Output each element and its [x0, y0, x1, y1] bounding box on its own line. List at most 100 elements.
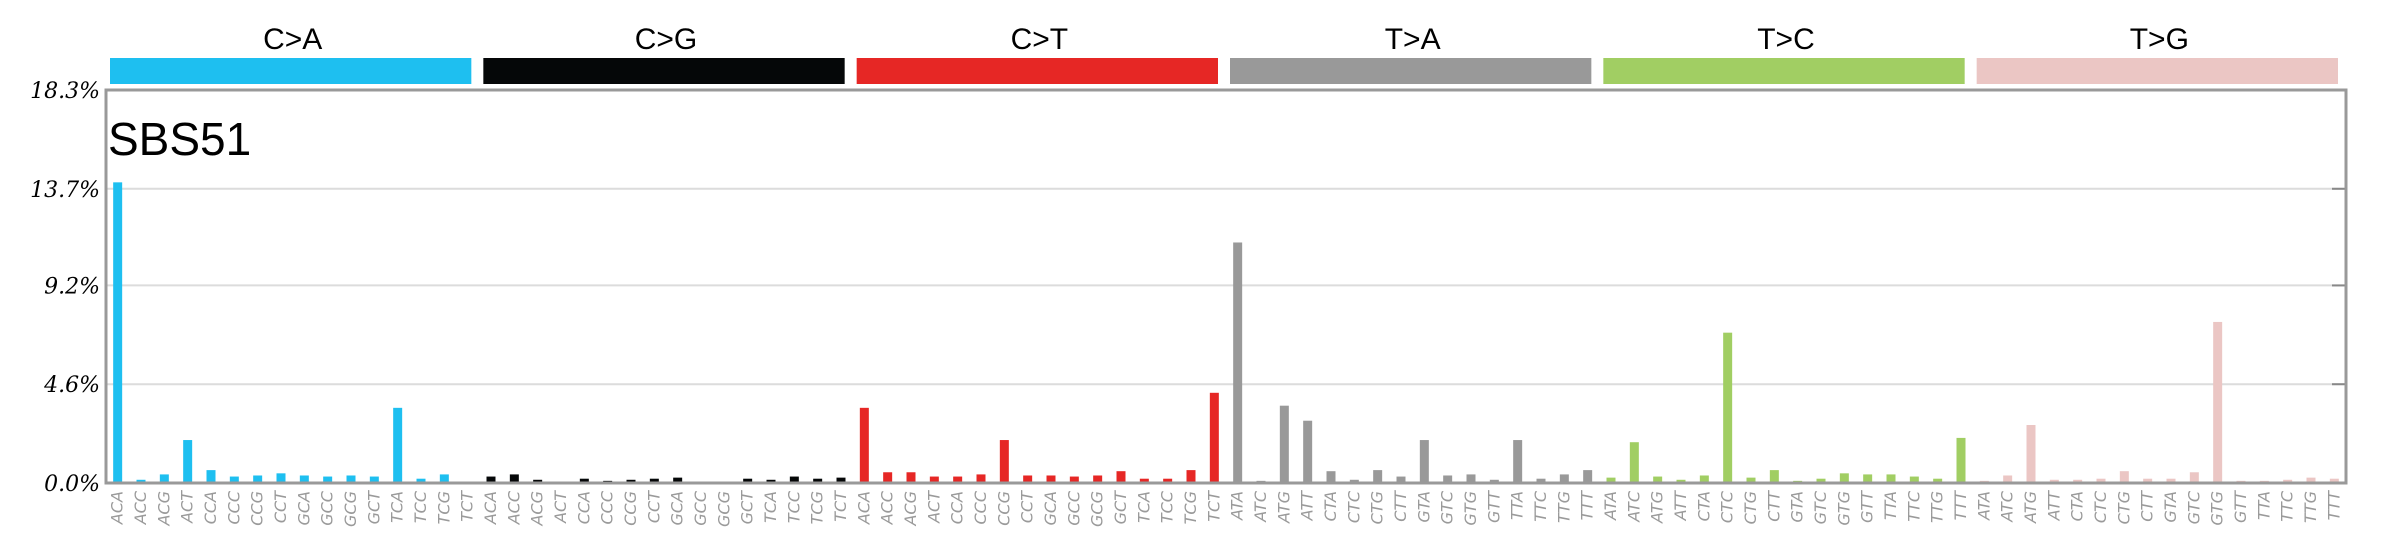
- x-tick-label: CTT: [2138, 490, 2157, 522]
- bar: [416, 478, 426, 483]
- x-tick-label: GTC: [2184, 490, 2203, 524]
- x-tick-label: TCG: [1181, 491, 1200, 524]
- x-tick-label: TTT: [2324, 490, 2343, 521]
- x-tick-label: ACT: [178, 490, 197, 524]
- bar: [1629, 442, 1639, 483]
- mutation-type-band: [856, 58, 1218, 84]
- y-tick-label: 0.0%: [44, 472, 100, 497]
- x-tick-label: TTA: [2254, 491, 2273, 520]
- y-tick-label: 4.6%: [43, 373, 100, 398]
- bar: [1326, 471, 1336, 483]
- bar: [1443, 475, 1453, 483]
- bar: [626, 479, 636, 483]
- x-tick-label: TCC: [1158, 490, 1177, 523]
- bar: [1093, 475, 1103, 483]
- x-tick-label: ATG: [2021, 491, 2040, 524]
- x-tick-label: GTA: [2161, 491, 2180, 523]
- bar: [2049, 479, 2059, 483]
- bar: [276, 473, 286, 483]
- y-tick-label: 18.3%: [30, 79, 100, 104]
- bar: [2096, 478, 2106, 483]
- bar: [1699, 475, 1709, 483]
- x-tick-label: ACA: [108, 491, 127, 525]
- x-tick-label: CCC: [224, 490, 243, 524]
- x-tick-label: TTG: [1554, 491, 1573, 523]
- bar: [229, 476, 239, 483]
- x-tick-label: GTG: [1834, 491, 1853, 526]
- bar: [1839, 473, 1849, 483]
- y-tick-label: 13.7%: [30, 178, 100, 203]
- bar: [1163, 478, 1173, 483]
- mutation-type-bands: C>A C>G C>T T>A T>C T>G: [110, 23, 2338, 84]
- bar: [859, 407, 869, 483]
- bar: [1373, 470, 1383, 483]
- x-tick-label: TTG: [2301, 491, 2320, 523]
- bar: [906, 472, 916, 483]
- bar: [1723, 332, 1733, 483]
- bar: [1489, 479, 1499, 483]
- bar: [206, 470, 216, 483]
- bar: [2329, 478, 2339, 483]
- x-tick-label: GTT: [2231, 490, 2250, 523]
- bar: [2003, 475, 2013, 483]
- bar: [953, 476, 963, 483]
- x-tick-label: TTC: [1904, 490, 1923, 522]
- x-tick-label: CTA: [1321, 491, 1340, 521]
- x-tick-label: TCC: [411, 490, 430, 523]
- x-tick-label: CTT: [1391, 490, 1410, 522]
- x-tick-label: ATG: [1648, 491, 1667, 524]
- bar: [813, 478, 823, 483]
- signature-title: SBS51: [108, 113, 251, 165]
- x-tick-label: CCA: [948, 491, 967, 524]
- bar: [1069, 476, 1079, 483]
- x-tick-label: GCT: [364, 490, 383, 525]
- bars: [113, 182, 2339, 483]
- x-tick-label: ACG: [154, 491, 173, 527]
- bar: [1139, 478, 1149, 483]
- bar: [159, 474, 169, 483]
- x-tick-label: GCT: [738, 490, 757, 525]
- bar: [1046, 475, 1056, 483]
- x-tick-label: TCG: [434, 491, 453, 524]
- x-tick-label: TTA: [1881, 491, 1900, 520]
- mutation-type-label: C>T: [1011, 23, 1069, 56]
- bar: [486, 476, 496, 483]
- y-axis-ticks: 0.0% 4.6% 9.2% 13.7% 18.3%: [30, 79, 100, 497]
- x-tick-label: GTC: [1438, 490, 1457, 524]
- mutation-type-band: [483, 58, 845, 84]
- bar: [766, 479, 776, 483]
- bar: [2119, 471, 2129, 483]
- x-tick-label: TTT: [1951, 490, 1970, 521]
- x-tick-label: TTA: [1508, 491, 1527, 520]
- x-tick-label: GTG: [1461, 491, 1480, 526]
- bar: [579, 478, 589, 483]
- bar: [649, 478, 659, 483]
- x-tick-label: ATA: [1228, 491, 1247, 521]
- bar: [393, 407, 403, 483]
- bar: [346, 475, 356, 483]
- x-tick-label: ACC: [131, 490, 150, 525]
- x-tick-label: GCG: [1088, 491, 1107, 527]
- bar: [1279, 405, 1289, 483]
- x-tick-label: TTC: [1531, 490, 1550, 522]
- x-tick-label: TTC: [2278, 490, 2297, 522]
- bar: [2189, 472, 2199, 483]
- bar: [1746, 477, 1756, 483]
- bar: [836, 477, 846, 483]
- x-tick-label: GCG: [341, 491, 360, 527]
- x-tick-label: CCC: [598, 490, 617, 524]
- x-tick-label: CCA: [201, 491, 220, 524]
- bar: [2026, 425, 2036, 483]
- x-tick-label: TCA: [761, 491, 780, 523]
- x-tick-label: GCA: [1041, 491, 1060, 526]
- bar: [976, 474, 986, 483]
- bar: [253, 475, 263, 483]
- x-tick-label: TCC: [784, 490, 803, 523]
- x-tick-label: CCG: [621, 491, 640, 526]
- x-tick-label: CCT: [271, 490, 290, 523]
- x-tick-label: TCG: [808, 491, 827, 524]
- x-tick-label: TCT: [831, 490, 850, 522]
- bar: [2143, 478, 2153, 483]
- gridlines: [106, 187, 2346, 386]
